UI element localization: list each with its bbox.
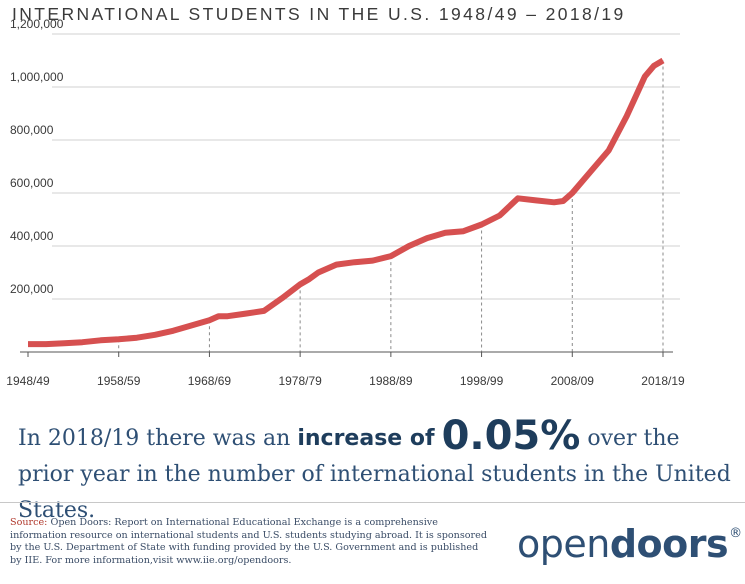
x-tick-labels: 1948/49 1958/59 1968/69 1978/79 1988/89 1998/… (6, 374, 685, 388)
source-label: Source: (10, 517, 48, 528)
y-tick-label: 800,000 (10, 123, 54, 137)
x-tick-label: 1998/99 (460, 374, 504, 388)
x-tick-label: 1988/89 (369, 374, 413, 388)
headline-part2: over the prior year in the number of int… (18, 426, 731, 523)
logo-light-text: open (517, 522, 610, 566)
y-tick-label: 400,000 (10, 229, 54, 243)
registered-mark: ® (729, 526, 742, 541)
line-chart: 200,000 400,000 600,000 800,000 1,000,000 1,2… (6, 17, 685, 388)
x-tick-label: 1978/79 (278, 374, 322, 388)
y-tick-label: 200,000 (10, 282, 54, 296)
series-layer (28, 57, 665, 348)
y-tick-labels: 200,000 400,000 600,000 800,000 1,000,000 1,2… (10, 17, 64, 296)
headline: In 2018/19 there was an increase of 0.05… (18, 416, 738, 529)
axes (20, 351, 673, 357)
headline-percent: 0.05% (441, 413, 581, 459)
x-tick-label: 1948/49 (6, 374, 50, 388)
headline-bold: increase of (297, 426, 435, 451)
y-tick-label: 1,200,000 (10, 17, 64, 31)
opendoors-logo: opendoors® (517, 522, 742, 566)
logo-bold-text: doors (609, 522, 729, 566)
source-note: Source: Open Doors: Report on Internatio… (10, 517, 490, 567)
x-tick-label: 1968/69 (188, 374, 232, 388)
x-tick-label: 2018/19 (641, 374, 685, 388)
x-tick-label: 1958/59 (97, 374, 141, 388)
series-line-international-students (28, 57, 665, 348)
y-tick-label: 600,000 (10, 176, 54, 190)
source-text: Open Doors: Report on International Educ… (10, 517, 487, 566)
chart-title: INTERNATIONAL STUDENTS IN THE U.S. 1948/… (12, 4, 626, 24)
drop-lines (118, 60, 664, 352)
y-tick-label: 1,000,000 (10, 70, 64, 84)
headline-part1: In 2018/19 there was an (18, 426, 291, 451)
x-tick-label: 2008/09 (551, 374, 595, 388)
divider (0, 502, 745, 503)
